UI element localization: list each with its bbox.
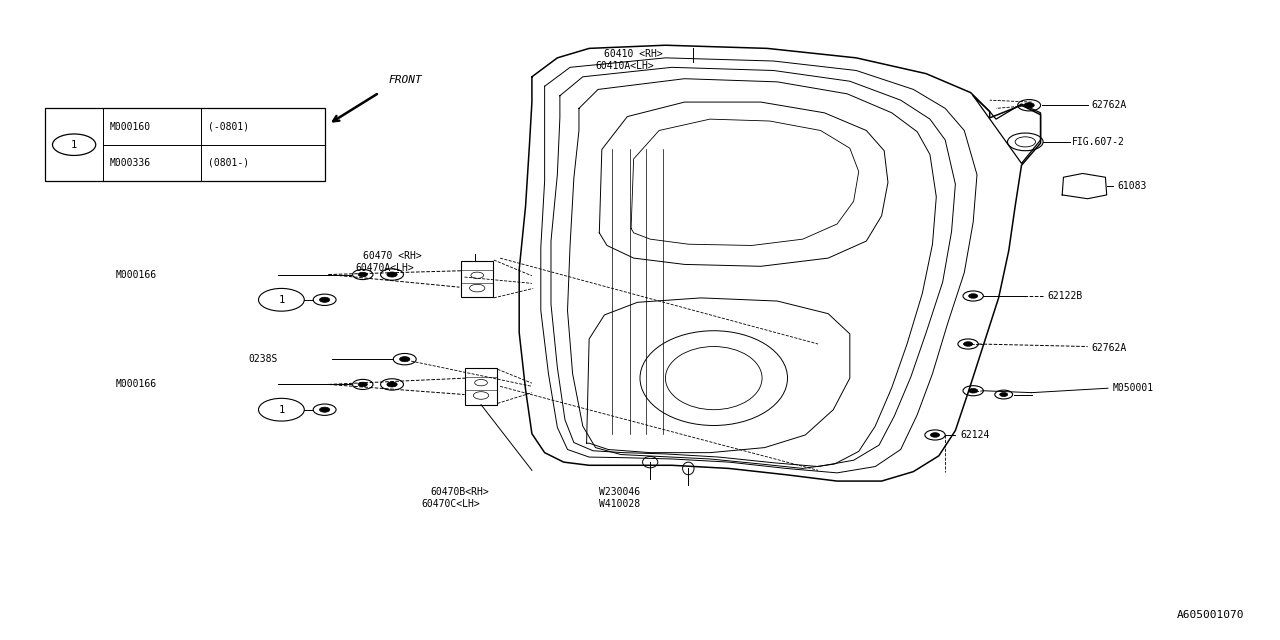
Circle shape xyxy=(964,342,973,346)
Circle shape xyxy=(320,407,330,412)
Text: (-0801): (-0801) xyxy=(207,122,248,132)
Text: 1: 1 xyxy=(278,295,284,305)
Bar xyxy=(465,368,497,404)
Text: 62124: 62124 xyxy=(960,430,989,440)
Circle shape xyxy=(399,356,410,362)
Circle shape xyxy=(358,382,367,387)
Circle shape xyxy=(969,388,978,393)
Text: 60410 <RH>: 60410 <RH> xyxy=(604,49,663,59)
Text: 61083: 61083 xyxy=(1117,181,1147,191)
Text: 0238S: 0238S xyxy=(248,354,278,364)
Circle shape xyxy=(320,297,330,302)
Text: M050001: M050001 xyxy=(1114,383,1155,393)
Text: 62122B: 62122B xyxy=(1047,291,1082,301)
Text: FIG.607-2: FIG.607-2 xyxy=(1073,137,1125,147)
Text: 60470B<RH>: 60470B<RH> xyxy=(430,487,489,497)
Text: 62762A: 62762A xyxy=(1092,100,1126,110)
Circle shape xyxy=(387,382,397,387)
Bar xyxy=(461,260,493,297)
Text: 60470A<LH>: 60470A<LH> xyxy=(355,263,413,273)
Text: 60470C<LH>: 60470C<LH> xyxy=(421,499,480,509)
Text: 60470 <RH>: 60470 <RH> xyxy=(362,251,421,260)
Text: 1: 1 xyxy=(70,140,77,150)
Text: 62762A: 62762A xyxy=(1092,344,1126,353)
Text: W230046: W230046 xyxy=(599,487,640,497)
Circle shape xyxy=(969,294,978,298)
Text: M000166: M000166 xyxy=(116,269,157,280)
Text: A605001070: A605001070 xyxy=(1176,610,1244,620)
Text: M000336: M000336 xyxy=(110,158,151,168)
Text: 1: 1 xyxy=(278,404,284,415)
Bar xyxy=(45,108,325,181)
Text: M000160: M000160 xyxy=(110,122,151,132)
Text: M000166: M000166 xyxy=(116,380,157,389)
Text: W410028: W410028 xyxy=(599,499,640,509)
Text: 60410A<LH>: 60410A<LH> xyxy=(595,61,654,71)
Circle shape xyxy=(1024,102,1034,108)
Text: (0801-): (0801-) xyxy=(207,158,248,168)
Circle shape xyxy=(358,272,367,276)
Circle shape xyxy=(387,272,397,277)
Circle shape xyxy=(1000,392,1007,397)
Circle shape xyxy=(931,433,940,437)
Text: FRONT: FRONT xyxy=(388,75,422,85)
